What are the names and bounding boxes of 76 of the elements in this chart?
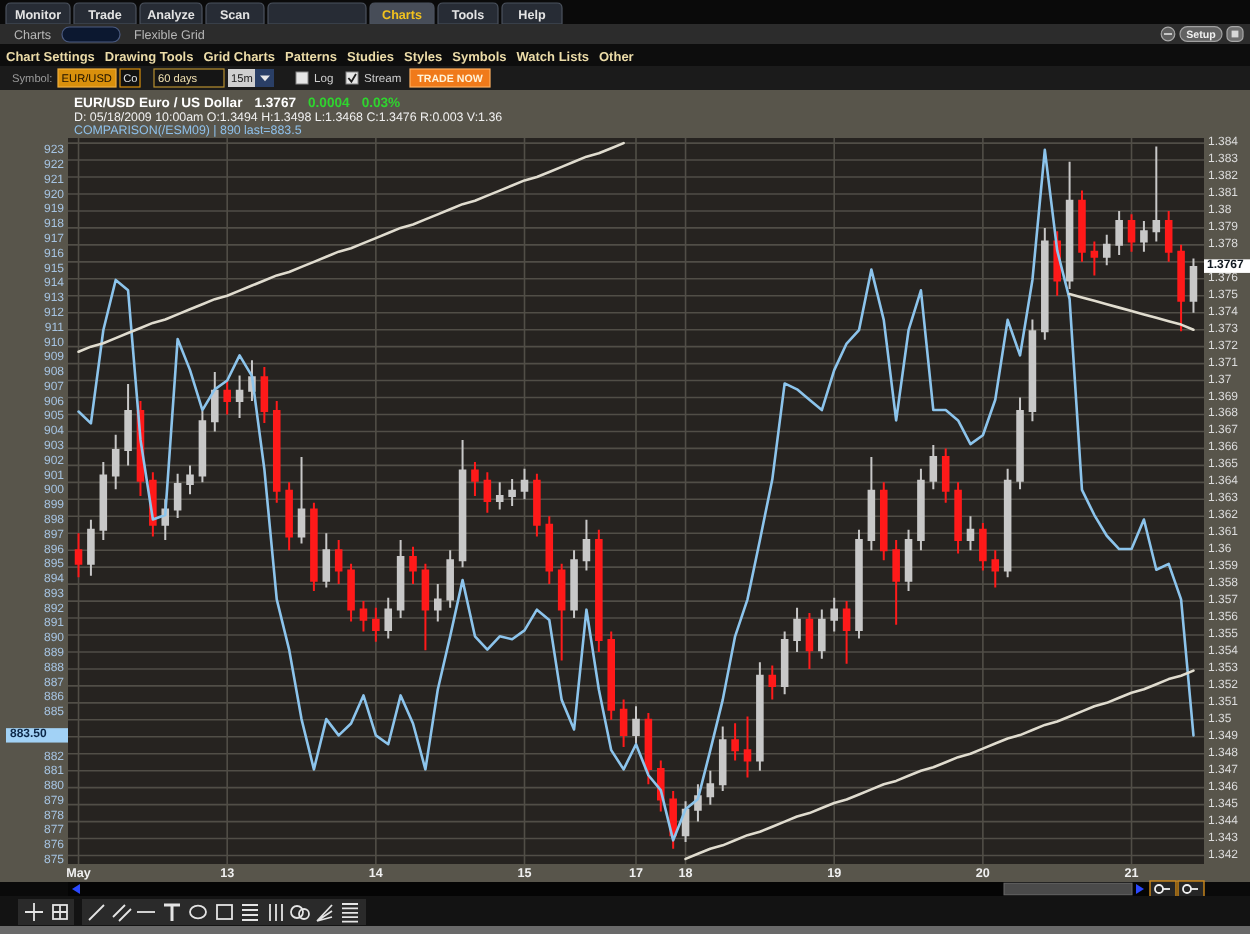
candlestick [1127, 213, 1136, 253]
candlestick [706, 769, 715, 806]
candlestick [805, 611, 814, 670]
candlestick [818, 608, 826, 660]
candlestick [322, 532, 331, 589]
candlestick [619, 698, 628, 748]
candlestick [372, 606, 380, 643]
candlestick [557, 562, 566, 662]
candlestick [223, 379, 231, 416]
candlestick [768, 664, 777, 701]
line-series [1068, 292, 1195, 331]
candlestick [235, 374, 244, 419]
candlestick [297, 455, 306, 545]
candlestick [718, 725, 727, 793]
candlestick [743, 715, 752, 779]
candlestick [211, 371, 219, 433]
line-series [77, 148, 1195, 842]
candlestick [495, 481, 504, 511]
candlestick [434, 583, 442, 623]
line-series [684, 669, 1195, 861]
candlestick [384, 596, 393, 640]
candlestick [1102, 233, 1111, 267]
candlestick [334, 539, 343, 586]
candlestick [632, 705, 640, 745]
candlestick [607, 630, 616, 721]
candlestick [421, 562, 430, 652]
candlestick [272, 399, 281, 504]
candlestick [1016, 396, 1024, 491]
candlestick [867, 455, 876, 552]
candlestick [1189, 257, 1198, 314]
candlestick [508, 477, 516, 508]
candlestick [186, 464, 194, 496]
candlestick [1115, 209, 1123, 257]
candlestick [173, 472, 182, 519]
candlestick [756, 661, 764, 772]
candlestick [941, 447, 950, 504]
candlestick [991, 549, 1000, 589]
candlestick [1041, 226, 1049, 341]
candlestick [124, 382, 132, 467]
candlestick [1164, 209, 1173, 263]
candlestick [731, 722, 739, 762]
candlestick [879, 481, 888, 562]
candlestick [929, 444, 938, 491]
candlestick [471, 460, 479, 497]
candlestick [483, 471, 492, 514]
candlestick [347, 562, 355, 623]
candlestick [87, 518, 95, 577]
candlestick [595, 528, 603, 653]
candlestick [74, 532, 83, 579]
candlestick [285, 481, 293, 552]
candlestick [892, 539, 900, 626]
candlestick [793, 606, 801, 653]
candlestick [1078, 189, 1086, 263]
candlestick [855, 528, 863, 640]
candlestick [582, 518, 591, 572]
candlestick [570, 549, 578, 620]
candlestick [842, 600, 851, 665]
candlestick [520, 467, 529, 501]
candlestick [966, 515, 975, 552]
candlestick [409, 545, 417, 586]
candlestick [111, 433, 120, 491]
candlestick [1152, 145, 1161, 243]
candlestick [979, 522, 987, 572]
candlestick [917, 467, 925, 552]
candlestick [359, 600, 368, 633]
candlestick [533, 472, 541, 538]
candlestick [446, 549, 454, 609]
candlestick [830, 596, 838, 633]
candlestick [310, 501, 318, 592]
candlestick [545, 515, 554, 586]
candlestick [1140, 220, 1148, 253]
line-series [77, 141, 625, 354]
candlestick [1090, 240, 1099, 277]
candlestick [260, 366, 269, 424]
candlestick [954, 481, 962, 555]
candlestick [1177, 243, 1185, 333]
